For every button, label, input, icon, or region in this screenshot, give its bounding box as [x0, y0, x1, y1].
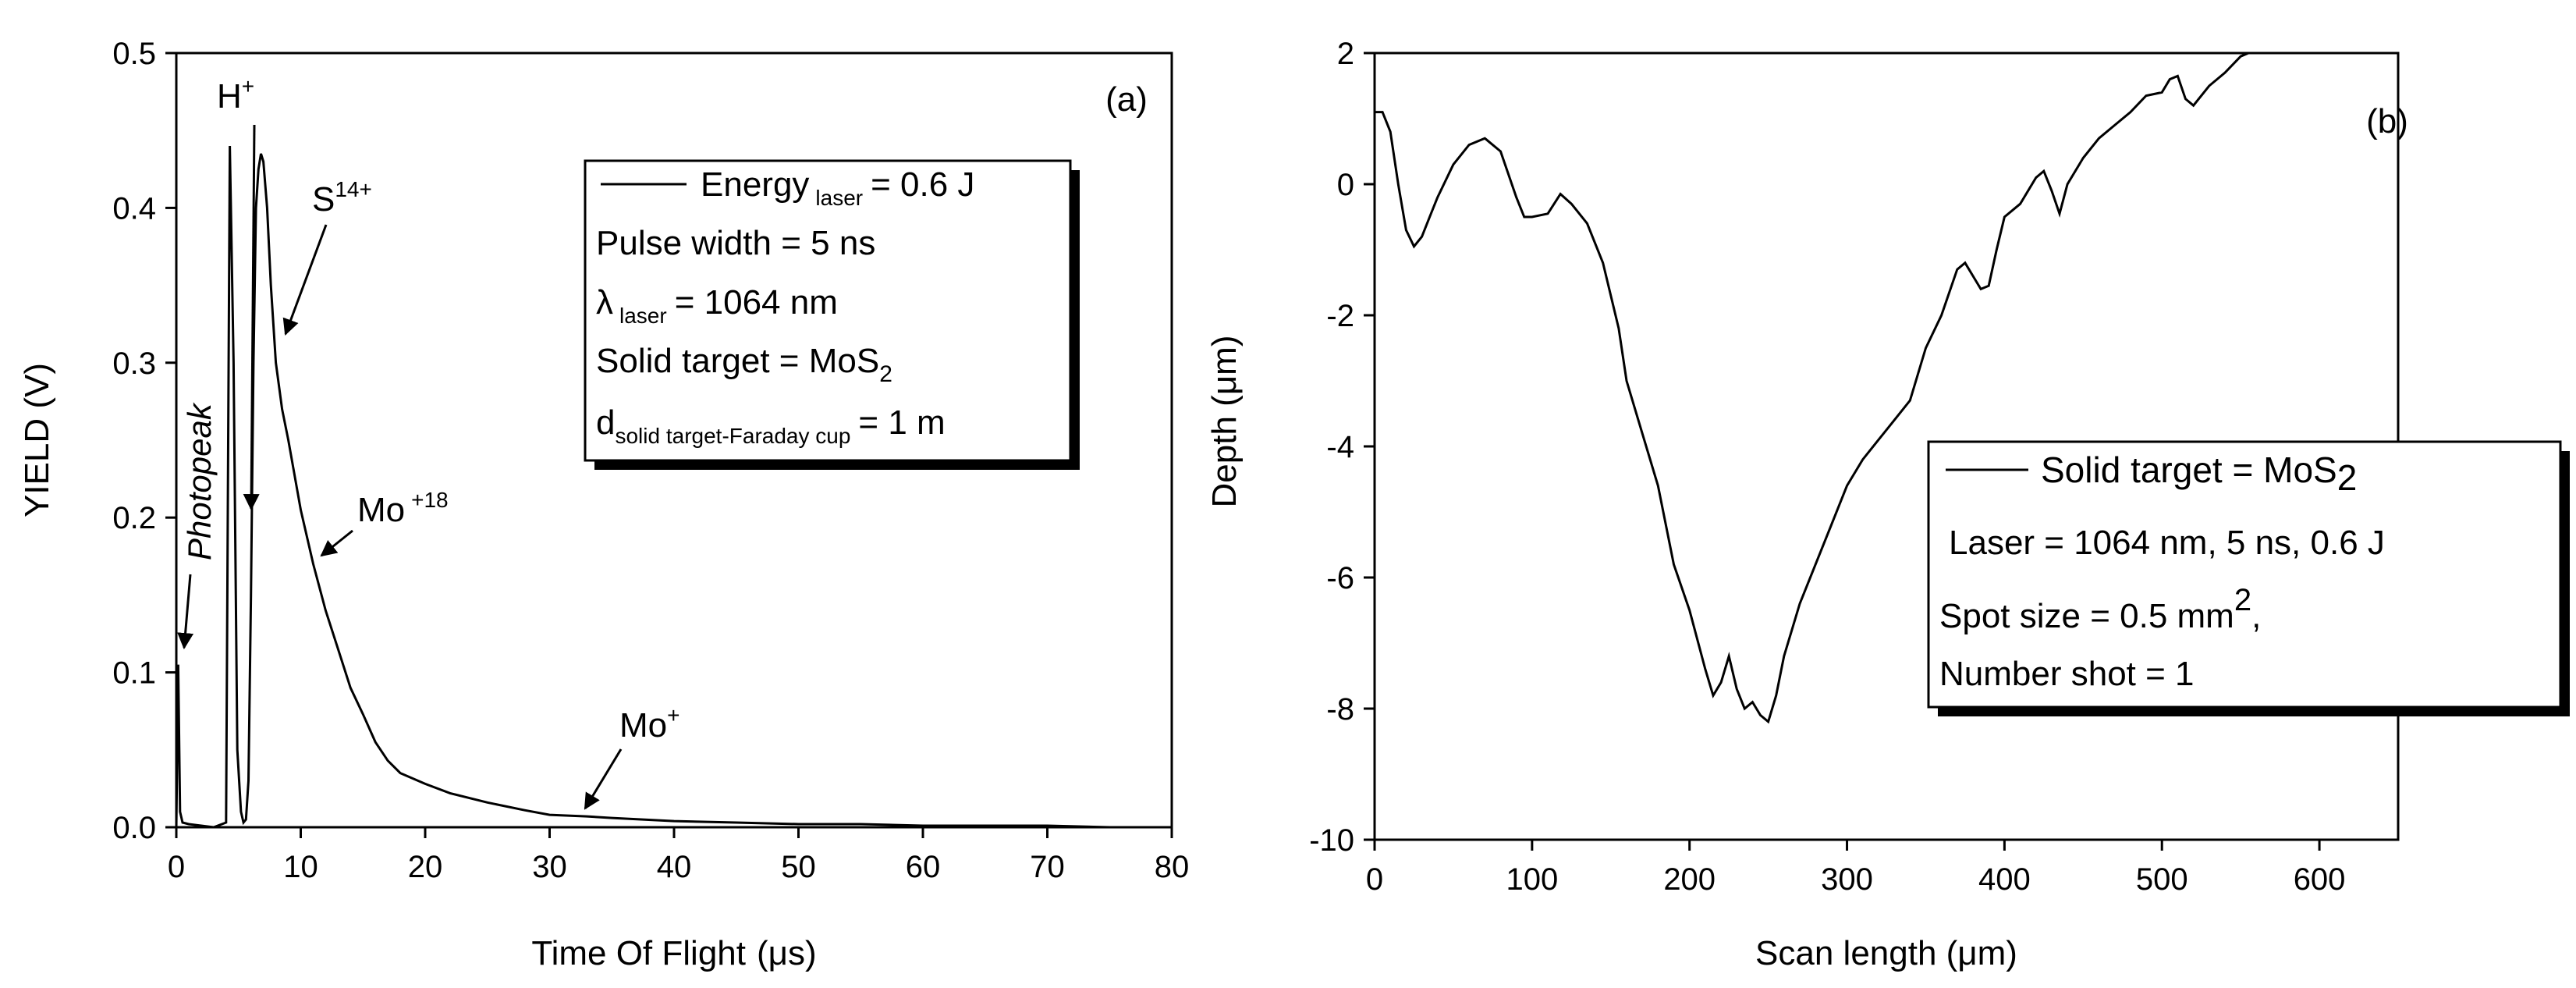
legend-lambda-value: = 1064 nm: [675, 283, 838, 322]
panel-b-legend-box: [1927, 440, 2562, 709]
panel-a-xtick-label: 80: [1155, 850, 1190, 884]
panel-a-xtick-label: 20: [408, 850, 443, 884]
panel-b: 0 100 200 300 400 500 600 -10 -8 -6 -4 -2 0 2 Depth (…: [1205, 37, 2570, 972]
legend-pulse-width: Pulse width = 5 ns: [596, 224, 875, 262]
legend-lambda-sub: laser: [619, 304, 667, 328]
panel-a-ytick-label: 0.3: [112, 347, 156, 381]
panel-a-xtick-label: 50: [781, 850, 816, 884]
legend-energy-sub: laser: [815, 186, 863, 210]
legend-solid-target: Solid target = MoS2: [596, 342, 892, 387]
panel-b-xlabel: Scan length (μm): [1755, 934, 2017, 972]
legend-b-line1: Solid target = MoS2: [2041, 450, 2357, 498]
panel-b-xtick-label: 500: [2136, 862, 2188, 897]
panel-a-annotations: Photopeak H+ S14+ Mo +18 Mo+: [177, 74, 679, 810]
legend-distance-d: d: [596, 403, 615, 442]
panel-b-ytick-label: -8: [1326, 692, 1354, 727]
panel-a-xtick-label: 0: [168, 850, 185, 884]
annotation-mo1-sup: +: [667, 703, 679, 727]
panel-b-ytick-label: -2: [1326, 299, 1354, 333]
legend-lambda-symbol: λ: [596, 283, 613, 322]
panel-a-panel-label: (a): [1105, 80, 1148, 119]
legend-b-line1-text: Solid target = MoS: [2041, 450, 2337, 490]
panel-a-ylabel: YIELD (V): [18, 363, 56, 517]
legend-lambda: λ laser = 1064 nm: [596, 283, 838, 328]
legend-distance-value: = 1 m: [858, 403, 945, 442]
arrow-h-plus: [243, 124, 260, 511]
annotation-mo1-base: Mo: [619, 706, 667, 745]
panel-a-xlabel-unit: (μs): [757, 934, 817, 972]
panel-b-xtick-label: 100: [1506, 862, 1558, 897]
legend-energy: Energy laser = 0.6 J: [701, 165, 974, 210]
panel-a-xtick-label: 60: [906, 850, 941, 884]
annotation-mo18-sup: +18: [411, 488, 449, 512]
panel-a-ytick-label: 0.1: [112, 656, 156, 691]
annotation-h-sup: +: [242, 74, 254, 98]
annotation-mo18: Mo +18: [357, 488, 449, 529]
panel-a: 0 10 20 30 40 50 60 70 80 0.0 0.1 0.2 0.3 0.4 0.5 YIEL…: [18, 37, 1189, 972]
panel-b-xtick-label: 600: [2294, 862, 2346, 897]
panel-a-series-line: [176, 145, 1172, 827]
panel-a-xtick-label: 70: [1030, 850, 1065, 884]
panel-b-ytick-label: -4: [1326, 430, 1354, 464]
panel-a-ytick-label: 0.4: [112, 191, 156, 226]
panel-a-xlabel-main: Time Of Flight: [531, 934, 746, 972]
panel-b-ytick-label: -6: [1326, 561, 1354, 595]
panel-a-xlabel: Time Of Flight (μs): [531, 934, 816, 972]
annotation-photopeak: Photopeak: [181, 402, 218, 560]
panel-a-ticks: 0 10 20 30 40 50 60 70 80 0.0 0.1 0.2 0.3 0.4 0.5: [112, 37, 1189, 884]
panel-b-series-line: [1375, 53, 2249, 724]
panel-a-xtick-label: 40: [657, 850, 692, 884]
panel-a-legend-box: [584, 159, 1072, 462]
legend-b-line3: Spot size = 0.5 mm2,: [1939, 583, 2261, 635]
panel-a-xtick-label: 30: [532, 850, 567, 884]
legend-b-line2: Laser = 1064 nm, 5 ns, 0.6 J: [1949, 524, 2385, 562]
legend-b-line4: Number shot = 1: [1939, 655, 2195, 693]
arrow-mo1: [584, 748, 623, 810]
panel-a-ytick-label: 0.5: [112, 37, 156, 71]
annotation-mo18-base: Mo: [357, 491, 405, 529]
panel-b-legend: Solid target = MoS2 Laser = 1064 nm, 5 n…: [1927, 440, 2570, 716]
panel-b-ytick-label: 0: [1337, 168, 1354, 202]
annotation-h-plus: H+: [217, 74, 254, 116]
panel-b-xtick-label: 300: [1821, 862, 1873, 897]
legend-b-line3-suffix: ,: [2251, 597, 2261, 635]
legend-solid-target-sub: 2: [879, 361, 892, 387]
legend-energy-text: Energy: [701, 165, 809, 204]
arrow-s14: [282, 224, 328, 336]
legend-b-line3-sup: 2: [2234, 583, 2251, 617]
panel-b-ticks: 0 100 200 300 400 500 600 -10 -8 -6 -4 -2 0 2: [1309, 37, 2345, 897]
arrow-photopeak: [177, 574, 194, 650]
panel-b-panel-label: (b): [2366, 102, 2408, 140]
panel-b-ylabel: Depth (μm): [1205, 336, 1244, 508]
annotation-h-base: H: [217, 77, 242, 116]
panel-b-xtick-label: 0: [1366, 862, 1383, 897]
panel-a-ytick-label: 0.0: [112, 811, 156, 845]
annotation-s-sup: 14+: [335, 177, 372, 201]
panel-b-xtick-label: 200: [1663, 862, 1716, 897]
annotation-s14: S14+: [312, 177, 372, 219]
annotation-s-base: S: [312, 180, 335, 219]
legend-b-line3-text: Spot size = 0.5 mm: [1939, 597, 2234, 635]
panel-b-ytick-label: -10: [1309, 823, 1354, 858]
legend-distance-sub: solid target-Faraday cup: [615, 424, 850, 448]
arrow-mo18: [320, 529, 353, 557]
panel-a-xtick-label: 10: [283, 850, 318, 884]
panel-b-xtick-label: 400: [1978, 862, 2031, 897]
legend-b-line1-sub: 2: [2337, 457, 2358, 498]
legend-distance: dsolid target-Faraday cup = 1 m: [596, 403, 946, 448]
panel-b-ytick-label: 2: [1337, 37, 1354, 71]
legend-solid-target-text: Solid target = MoS: [596, 342, 879, 380]
legend-energy-value: = 0.6 J: [871, 165, 974, 204]
panel-a-ytick-label: 0.2: [112, 501, 156, 535]
annotation-mo1: Mo+: [619, 703, 679, 745]
